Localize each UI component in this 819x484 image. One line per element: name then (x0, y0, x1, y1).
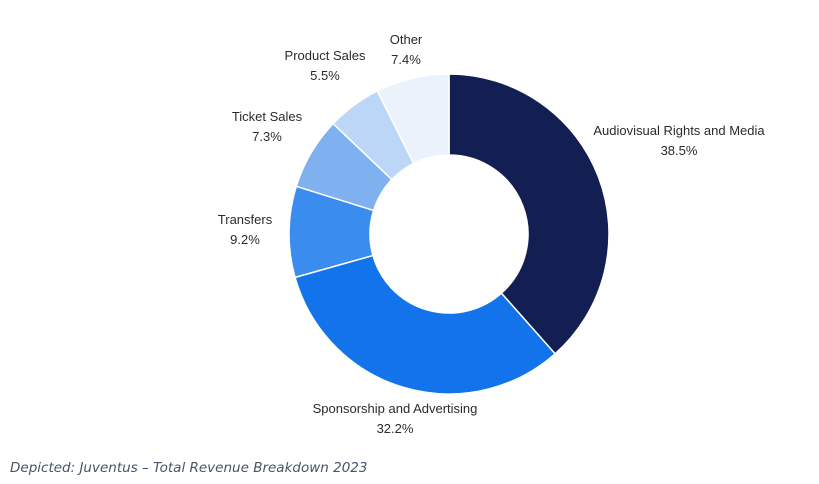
slice-label-other: Other (390, 32, 423, 47)
donut-hole (370, 155, 528, 313)
slice-labels: Audiovisual Rights and Media 38.5% Sponsor… (218, 32, 766, 436)
slice-label-ticket-sales: Ticket Sales (232, 109, 303, 124)
slice-value-transfers: 9.2% (230, 232, 260, 247)
slice-value-audiovisual-rights-and-media: 38.5% (661, 143, 698, 158)
slice-label-product-sales: Product Sales (285, 48, 366, 63)
slice-value-product-sales: 5.5% (310, 68, 340, 83)
donut-slices (288, 73, 610, 395)
slice-label-sponsorship-and-advertising: Sponsorship and Advertising (313, 401, 478, 416)
slice-label-audiovisual-rights-and-media: Audiovisual Rights and Media (593, 123, 765, 138)
slice-other[interactable] (376, 73, 450, 165)
slice-label-transfers: Transfers (218, 212, 273, 227)
slice-audiovisual-rights-and-media[interactable] (448, 73, 610, 355)
slice-sponsorship-and-advertising[interactable] (294, 254, 557, 395)
figure-caption: Depicted: Juventus – Total Revenue Break… (10, 460, 368, 476)
slice-value-sponsorship-and-advertising: 32.2% (377, 421, 414, 436)
slice-value-other: 7.4% (391, 52, 421, 67)
donut-chart-panel: Audiovisual Rights and Media 38.5% Sponsor… (217, 32, 766, 436)
donut-chart: Audiovisual Rights and Media 38.5% Sponsor… (218, 32, 766, 436)
slice-value-ticket-sales: 7.3% (252, 129, 282, 144)
